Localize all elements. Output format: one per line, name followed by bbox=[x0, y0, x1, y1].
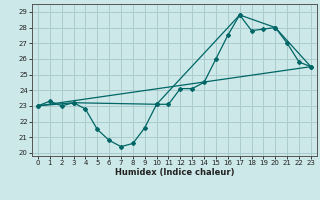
X-axis label: Humidex (Indice chaleur): Humidex (Indice chaleur) bbox=[115, 168, 234, 177]
